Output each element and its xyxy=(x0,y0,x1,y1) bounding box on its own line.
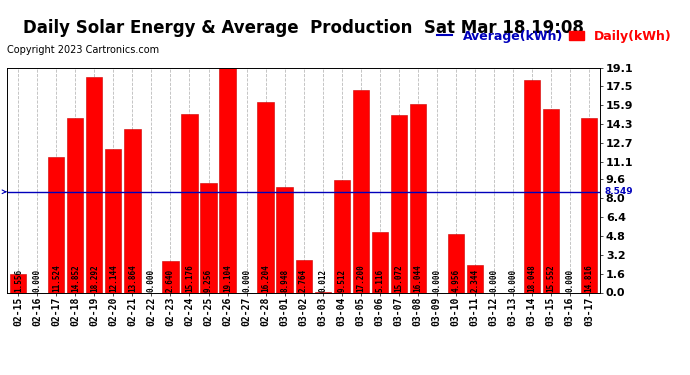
Text: 9.512: 9.512 xyxy=(337,269,346,292)
Bar xyxy=(466,265,483,292)
Bar xyxy=(391,115,407,292)
Bar xyxy=(295,260,312,292)
Text: 11.524: 11.524 xyxy=(52,264,61,292)
Text: 19.104: 19.104 xyxy=(223,264,232,292)
Text: Copyright 2023 Cartronics.com: Copyright 2023 Cartronics.com xyxy=(7,45,159,55)
Bar xyxy=(48,157,64,292)
Bar xyxy=(372,232,388,292)
Text: 15.072: 15.072 xyxy=(394,264,403,292)
Bar xyxy=(543,109,559,292)
Text: 8.549: 8.549 xyxy=(604,187,633,196)
Bar xyxy=(181,114,197,292)
Text: 0.000: 0.000 xyxy=(509,269,518,292)
Bar xyxy=(200,183,217,292)
Bar xyxy=(581,118,597,292)
Bar xyxy=(162,261,179,292)
Text: 18.048: 18.048 xyxy=(527,264,536,292)
Text: 2.640: 2.640 xyxy=(166,269,175,292)
Text: 0.012: 0.012 xyxy=(318,269,327,292)
Bar xyxy=(86,77,103,292)
Bar xyxy=(333,180,350,292)
Bar xyxy=(353,90,368,292)
Text: 4.956: 4.956 xyxy=(451,269,460,292)
Text: 0.000: 0.000 xyxy=(432,269,441,292)
Text: 17.200: 17.200 xyxy=(356,264,365,292)
Bar xyxy=(277,187,293,292)
Text: 8.948: 8.948 xyxy=(280,269,289,292)
Legend: Average(kWh), Daily(kWh): Average(kWh), Daily(kWh) xyxy=(433,25,677,48)
Bar xyxy=(106,150,121,292)
Bar xyxy=(448,234,464,292)
Bar xyxy=(124,129,141,292)
Text: 1.556: 1.556 xyxy=(14,269,23,292)
Bar xyxy=(410,104,426,292)
Text: 16.204: 16.204 xyxy=(261,264,270,292)
Text: 2.344: 2.344 xyxy=(471,269,480,292)
Text: 15.552: 15.552 xyxy=(546,264,555,292)
Text: 16.044: 16.044 xyxy=(413,264,422,292)
Text: Daily Solar Energy & Average  Production  Sat Mar 18 19:08: Daily Solar Energy & Average Production … xyxy=(23,19,584,37)
Text: 15.176: 15.176 xyxy=(185,264,194,292)
Text: 14.816: 14.816 xyxy=(584,264,593,292)
Text: 8.549: 8.549 xyxy=(0,187,6,196)
Text: 9.256: 9.256 xyxy=(204,269,213,292)
Text: 13.864: 13.864 xyxy=(128,264,137,292)
Bar xyxy=(68,117,83,292)
Text: 0.000: 0.000 xyxy=(33,269,42,292)
Bar xyxy=(524,80,540,292)
Text: 0.000: 0.000 xyxy=(147,269,156,292)
Text: 14.852: 14.852 xyxy=(71,264,80,292)
Text: 18.292: 18.292 xyxy=(90,264,99,292)
Text: 2.764: 2.764 xyxy=(299,269,308,292)
Text: 12.144: 12.144 xyxy=(109,264,118,292)
Text: 0.000: 0.000 xyxy=(242,269,251,292)
Text: 0.000: 0.000 xyxy=(489,269,498,292)
Text: 0.000: 0.000 xyxy=(565,269,574,292)
Bar xyxy=(257,102,274,292)
Bar xyxy=(10,274,26,292)
Text: 5.116: 5.116 xyxy=(375,269,384,292)
Bar xyxy=(219,68,235,292)
